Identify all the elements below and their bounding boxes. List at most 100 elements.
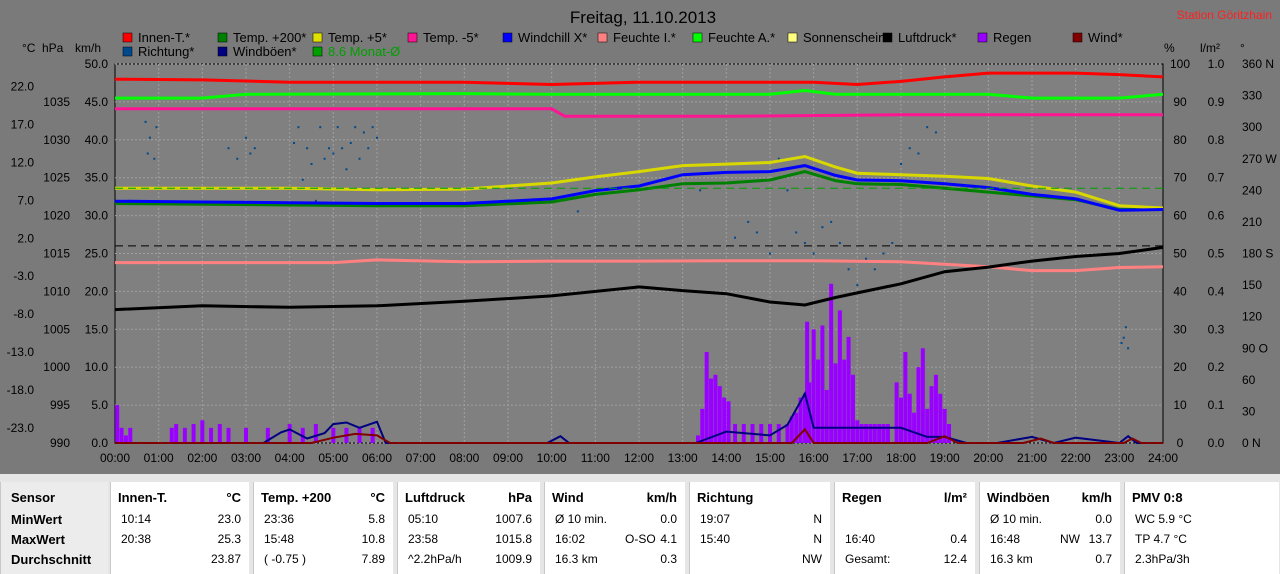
rain-bar xyxy=(265,427,270,443)
direction-dot xyxy=(873,268,876,271)
rain-bar xyxy=(947,424,952,443)
tick-label-celsius: 7.0 xyxy=(17,193,34,207)
rain-bar xyxy=(789,416,794,443)
stats-column-unit: °C xyxy=(370,490,385,505)
stats-column-unit: km/h xyxy=(646,490,677,505)
stats-cell-time: 23:58 xyxy=(408,532,439,546)
rain-bar xyxy=(704,352,709,443)
legend-label: Richtung* xyxy=(138,44,194,59)
tick-label-x: 04:00 xyxy=(275,451,305,465)
stats-column-title: Wind xyxy=(552,490,584,505)
stats-cell-value: 4.1 xyxy=(660,532,677,546)
rain-bar xyxy=(759,424,764,443)
stats-column: Wind km/h Ø 10 min. 0.0 16:02 O-SO 4.1 16.3 km 0… xyxy=(544,482,685,574)
stats-cell-value: 23.0 xyxy=(217,512,241,526)
stats-cell-time: 16:48 xyxy=(990,532,1021,546)
stats-cell-time: 10:14 xyxy=(121,512,152,526)
tick-label-kmh: 20.0 xyxy=(85,284,109,298)
rain-bar xyxy=(244,427,248,443)
stats-cell-time: 12.4 l/m² xyxy=(845,572,892,574)
rain-bar xyxy=(864,424,869,443)
rain-bar xyxy=(829,283,834,443)
rain-bar xyxy=(726,401,731,443)
direction-dot xyxy=(891,241,894,244)
legend: Innen-T.* Temp. +200* Temp. +5* Temp. -5* Wi… xyxy=(122,30,1123,59)
direction-dot xyxy=(917,152,920,155)
direction-dot xyxy=(786,189,789,192)
rain-bar xyxy=(169,427,174,443)
direction-dot xyxy=(155,126,158,129)
direction-dot xyxy=(371,126,374,129)
tick-label-rain: 0.5 xyxy=(1208,247,1225,261)
legend-swatch xyxy=(1072,32,1083,43)
tick-label-percent: 10 xyxy=(1173,398,1187,412)
legend-swatch xyxy=(122,46,133,57)
rain-bar xyxy=(717,386,722,443)
tick-label-hpa: 1015 xyxy=(43,247,70,261)
tick-label-direction: 300 xyxy=(1242,120,1262,134)
tick-label-x: 14:00 xyxy=(711,451,741,465)
tick-label-x: 06:00 xyxy=(362,451,392,465)
stats-column-unit: km/h xyxy=(1081,490,1112,505)
tick-label-x: 05:00 xyxy=(318,451,348,465)
direction-dot xyxy=(301,178,304,181)
direction-dot xyxy=(306,147,309,150)
direction-dot xyxy=(146,152,149,155)
rain-bar xyxy=(722,397,727,443)
tick-label-rain: 0.3 xyxy=(1208,322,1225,336)
tick-label-percent: 20 xyxy=(1173,360,1187,374)
tick-label-x: 02:00 xyxy=(187,451,217,465)
tick-label-direction: 60 xyxy=(1242,373,1256,387)
stats-row-label: 11.10.23:59 xyxy=(11,572,80,574)
direction-dot xyxy=(777,157,780,160)
tick-label-hpa: 1010 xyxy=(43,284,70,298)
axes: °C hPa km/h% l/m² ° 22.0 17.0 12.0 7.0 2.0 -3.0 -8.… xyxy=(7,41,1278,465)
series-line xyxy=(115,107,1163,118)
stats-column: Windböen km/h Ø 10 min. 0.0 16:48 NW 13.7 16.3 … xyxy=(979,482,1120,574)
tick-label-rain: 0.6 xyxy=(1208,209,1225,223)
tick-label-x: 21:00 xyxy=(1017,451,1047,465)
rain-bar xyxy=(916,367,921,443)
direction-dot xyxy=(830,220,833,223)
tick-label-x: 11:00 xyxy=(581,451,610,465)
tick-label-percent: 100 xyxy=(1170,57,1190,71)
direction-dot xyxy=(245,136,247,139)
stats-row-label: MinWert xyxy=(11,512,63,527)
stats-column-unit: l/m² xyxy=(943,490,967,505)
rain-bar xyxy=(925,408,930,443)
direction-dot xyxy=(297,126,300,129)
stats-column: Temp. +200 °C 23:36 5.8 15:48 10.8 ( -0.75 ) 7.… xyxy=(253,482,393,574)
direction-dot xyxy=(293,141,296,144)
direction-dot xyxy=(332,152,335,155)
stats-column: Innen-T. °C 10:14 23.0 20:38 25.3 23.87 E 47.0 2… xyxy=(110,482,249,574)
direction-dot xyxy=(856,284,859,287)
rain-bar xyxy=(805,321,810,443)
stats-cell-value: N xyxy=(813,512,822,526)
stats-cell-time: F 90 % xyxy=(264,572,302,574)
tick-label-celsius: -3.0 xyxy=(13,269,34,283)
direction-dot xyxy=(734,236,737,239)
stats-column: PMV 0:8 WC 5.9 °C TP 4.7 °C 2.3hPa/3h 0.0l/h… xyxy=(1124,482,1279,574)
tick-label-kmh: 0.0 xyxy=(91,436,108,450)
stats-cell-time: 0.0l/h l/m² xyxy=(1135,572,1188,574)
direction-dot xyxy=(769,252,771,255)
rain-bar xyxy=(881,424,886,443)
tick-label-celsius: -18.0 xyxy=(7,383,35,397)
stats-column-title: Regen xyxy=(842,490,882,505)
stats-cell-value: 1015.8 xyxy=(495,572,532,574)
tick-label-rain: 1.0 xyxy=(1208,57,1225,71)
direction-dot xyxy=(249,152,252,155)
rain-bar xyxy=(798,397,803,443)
tick-label-x: 03:00 xyxy=(231,451,261,465)
tick-label-hpa: 1005 xyxy=(43,322,70,336)
legend-swatch xyxy=(502,32,513,43)
series-line xyxy=(115,154,1164,210)
tick-label-direction: 240 xyxy=(1242,183,1262,197)
rain-bar xyxy=(700,408,705,443)
chart-marks xyxy=(114,71,1164,445)
tick-label-hpa: 1000 xyxy=(43,360,70,374)
rain-bar xyxy=(885,424,890,443)
rain-bar xyxy=(794,412,799,443)
stats-cell-value: 0.7 xyxy=(1095,552,1112,566)
stats-label-column: Sensor MinWert MaxWert Durchschnitt 11.10.23… xyxy=(0,482,108,574)
